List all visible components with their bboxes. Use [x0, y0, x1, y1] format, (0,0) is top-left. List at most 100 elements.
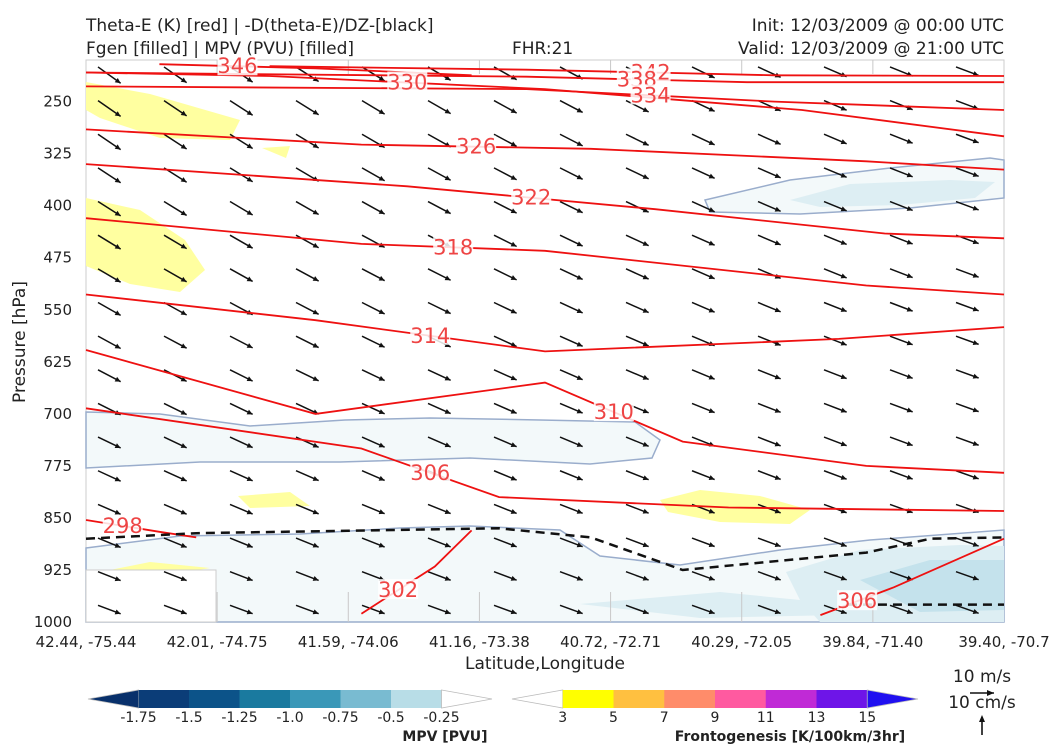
wind-vector-head	[180, 443, 187, 448]
x-axis-label: Latitude,Longitude	[465, 654, 625, 674]
wind-vector-head	[708, 475, 715, 481]
wind-vector-head	[180, 609, 187, 615]
wind-vector-head	[906, 239, 913, 245]
contour-label-bg	[102, 514, 143, 535]
wind-vector-head	[510, 174, 517, 180]
y-axis: 250 325 400 475 550 625 700 775 850 925 1000	[34, 93, 72, 631]
wind-vector-head	[246, 476, 253, 481]
wind-vector-head	[444, 442, 451, 448]
wind-vector-head	[378, 375, 385, 381]
wind-vector-head	[906, 441, 913, 447]
wind-vector-head	[378, 275, 385, 281]
wind-vector-head	[312, 476, 319, 481]
wind-vector-head	[576, 274, 583, 280]
contour-label-bg	[378, 579, 419, 600]
wind-vector-head	[180, 310, 187, 316]
colorbar-segment	[290, 690, 341, 708]
wind-vector-head	[972, 306, 979, 312]
contour-label-bg	[511, 186, 552, 207]
contour-label-bg	[837, 590, 878, 611]
wind-vector-head	[378, 175, 385, 181]
wind-vector-head	[180, 210, 187, 216]
colorbar-tick-label: -0.5	[377, 710, 404, 726]
wind-vector-head	[906, 306, 913, 312]
wind-vector-head	[906, 407, 913, 413]
valid-time: Valid: 12/03/2009 @ 21:00 UTC	[738, 39, 1004, 59]
wind-vector-head	[378, 609, 385, 615]
wind-vector-head	[180, 576, 187, 582]
wind-vector-head	[378, 542, 385, 548]
wind-vector-head	[114, 77, 121, 84]
wind-vector-head	[510, 308, 517, 314]
wind-vector-head	[708, 508, 715, 514]
y-tick-label: 325	[43, 145, 72, 163]
wind-vector-head	[576, 308, 583, 314]
colorbar-tick-label: -1.0	[276, 710, 303, 726]
colorbar-segment	[87, 689, 139, 709]
y-tick-label: 625	[43, 353, 72, 371]
wind-vector-head	[510, 575, 517, 581]
wind-vector-head	[510, 509, 517, 514]
wind-vector-head	[972, 373, 979, 379]
wind-vector-head	[246, 509, 253, 515]
wind-vector-head	[576, 174, 583, 180]
colorbar-tick-label: 5	[609, 710, 618, 726]
wind-vector-head	[972, 239, 979, 245]
fgen-colorbar-label: Frontogenesis [K/100km/3hr]	[675, 729, 905, 745]
y-tick-label: 925	[43, 561, 72, 579]
wind-vector-head	[180, 143, 187, 150]
theta-e-contour	[85, 163, 1005, 240]
wind-vector-head	[510, 341, 517, 347]
dthetae-dz-zero-line	[85, 527, 1005, 606]
theta-e-contour-label: 298	[103, 514, 143, 538]
wind-vector-head	[312, 142, 319, 148]
colorbar-segment	[391, 690, 442, 708]
wind-vector-head	[378, 109, 385, 115]
wind-vector-head	[312, 242, 319, 248]
wind-vector-head	[576, 609, 583, 615]
contour-label-bg	[410, 324, 451, 345]
colorbar-segment	[562, 690, 614, 708]
wind-vector-head	[246, 376, 253, 382]
wind-vector-head	[114, 576, 121, 582]
wind-vector-head	[840, 340, 847, 346]
colorbar-tick-label: 7	[660, 710, 669, 726]
colorbar-segment	[613, 690, 665, 708]
x-tick-label: 41.16, -73.38	[429, 633, 530, 651]
title-line-2: Fgen [filled] | MPV (PVU) [filled]	[86, 39, 354, 59]
wind-vector-head	[246, 442, 253, 448]
wind-vector-head	[708, 173, 715, 179]
wind-vector-head	[312, 542, 319, 548]
mpv-colorbar: -1.75 -1.5 -1.25 -1.0 -0.75 -0.5 -0.25	[87, 689, 493, 726]
wind-vector-head	[180, 409, 187, 415]
wind-vector-head	[840, 374, 847, 380]
y-tick-label: 850	[43, 509, 72, 527]
wind-vector-head	[180, 509, 187, 515]
wind-vector-head	[180, 177, 187, 183]
wind-vector-head	[576, 408, 583, 414]
wind-vector-head	[642, 307, 649, 313]
colorbar-segment	[511, 689, 564, 709]
wind-vector-head	[774, 575, 781, 581]
x-tick-label: 39.84, -71.40	[822, 633, 923, 651]
x-tick-label: 41.59, -74.06	[298, 633, 399, 651]
colorbar-tick-label: 13	[808, 710, 826, 726]
wind-vector-head	[642, 475, 649, 481]
wind-vector-head	[708, 106, 715, 112]
wind-vector-head	[642, 575, 649, 581]
wind-vector-head	[840, 307, 847, 312]
theta-e-contour-label: 346	[217, 54, 257, 78]
plot-mask	[85, 569, 217, 623]
wind-vector-head	[840, 105, 847, 111]
mpv-colorbar-label: MPV [PVU]	[402, 729, 487, 745]
wind-vector-head	[444, 409, 451, 414]
wind-vector-head	[972, 340, 979, 345]
wind-vector-head	[114, 210, 121, 216]
wind-key-horizontal-head	[987, 690, 994, 696]
wind-vector-head	[774, 609, 781, 615]
wind-vector-head	[378, 342, 385, 348]
wind-vector-head	[708, 307, 715, 313]
colorbar-tick-label: 11	[757, 710, 775, 726]
wind-vector-head	[972, 609, 979, 614]
wind-vector-head	[906, 205, 913, 211]
